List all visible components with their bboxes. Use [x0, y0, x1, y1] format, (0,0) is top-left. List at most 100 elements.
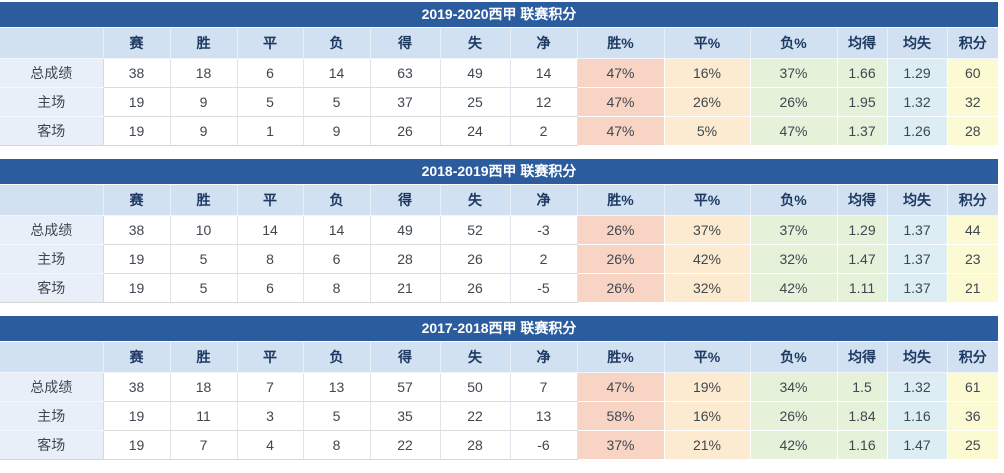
- col-wins: 胜: [170, 28, 238, 59]
- stat-cell: 10: [170, 215, 238, 245]
- stat-cell: 49: [370, 215, 441, 245]
- stat-cell: 37%: [750, 58, 838, 88]
- stat-cell: 14: [510, 58, 578, 88]
- stat-cell: -5: [510, 273, 578, 303]
- stat-cell: 25: [440, 87, 511, 117]
- col-wins: 胜: [170, 342, 238, 373]
- stat-cell: 47%: [750, 116, 838, 146]
- stat-cell: 8: [303, 273, 371, 303]
- stat-cell: 35: [370, 401, 441, 431]
- stat-cell: 6: [303, 244, 371, 274]
- row-home: 主场 19 9 5 5 37 25 12 47% 26% 26% 1.95 1.32 32: [0, 87, 998, 117]
- row-label-header: [0, 28, 104, 59]
- col-goal-diff: 净: [510, 28, 578, 59]
- stat-cell: 19: [103, 87, 171, 117]
- stat-cell: 5%: [664, 116, 751, 146]
- stat-cell: 2: [510, 116, 578, 146]
- row-home: 主场 19 5 8 6 28 26 2 26% 42% 32% 1.47 1.37 23: [0, 244, 998, 274]
- col-loss-pct: 负%: [750, 185, 838, 216]
- stat-cell: 3: [237, 401, 304, 431]
- col-goal-diff: 净: [510, 342, 578, 373]
- stat-cell: 28: [370, 244, 441, 274]
- stat-cell: 19%: [664, 372, 751, 402]
- stat-cell: 13: [303, 372, 371, 402]
- table-title-bar: 2019-2020西甲 联赛积分: [0, 2, 998, 27]
- stat-cell: 26: [440, 273, 511, 303]
- stat-cell: 1.29: [887, 58, 948, 88]
- stat-cell: 21: [370, 273, 441, 303]
- stat-cell: 21%: [664, 430, 751, 460]
- stat-cell: 26%: [577, 215, 665, 245]
- col-draws: 平: [237, 342, 304, 373]
- row-label: 主场: [0, 244, 104, 274]
- stat-cell: 37: [370, 87, 441, 117]
- season-table-0: 2019-2020西甲 联赛积分赛胜平负得失净胜% 平% 负% 均得 均失 积分 总成绩 38…: [0, 2, 998, 146]
- stat-cell: 7: [237, 372, 304, 402]
- stat-cell: 16%: [664, 401, 751, 431]
- stat-cell: 25: [947, 430, 998, 460]
- stat-cell: 22: [440, 401, 511, 431]
- col-goal-diff: 净: [510, 185, 578, 216]
- stats-table: 赛胜平负得失净胜% 平% 负% 均得 均失 积分 总成绩 38 10 14 14 49 52 -3 26% 3…: [0, 185, 998, 303]
- stat-cell: 14: [237, 215, 304, 245]
- row-label: 主场: [0, 87, 104, 117]
- stat-cell: 1.26: [887, 116, 948, 146]
- table-title-bar: 2017-2018西甲 联赛积分: [0, 316, 998, 341]
- stat-cell: 1.66: [837, 58, 888, 88]
- stat-cell: 47%: [577, 58, 665, 88]
- stat-cell: 6: [237, 58, 304, 88]
- row-total: 总成绩 38 10 14 14 49 52 -3 26% 37% 37% 1.29 1.37 44: [0, 215, 998, 245]
- stat-cell: 1.16: [887, 401, 948, 431]
- stat-cell: 1.11: [837, 273, 888, 303]
- stat-cell: 38: [103, 58, 171, 88]
- stat-cell: 22: [370, 430, 441, 460]
- stat-cell: 14: [303, 215, 371, 245]
- stat-cell: 19: [103, 401, 171, 431]
- stat-cell: 5: [237, 87, 304, 117]
- stat-cell: 26: [370, 116, 441, 146]
- stat-cell: 16%: [664, 58, 751, 88]
- stat-cell: 19: [103, 116, 171, 146]
- col-points: 积分: [947, 28, 998, 59]
- col-draw-pct: 平%: [664, 185, 751, 216]
- stat-cell: 12: [510, 87, 578, 117]
- stat-cell: 60: [947, 58, 998, 88]
- col-avg-against: 均失: [887, 28, 948, 59]
- table-head: 赛胜平负得失净胜% 平% 负% 均得 均失 积分: [0, 342, 998, 373]
- table-body: 总成绩 38 10 14 14 49 52 -3 26% 37% 37% 1.29 1.37 44 主场 19…: [0, 215, 998, 303]
- stat-cell: 36: [947, 401, 998, 431]
- stat-cell: 11: [170, 401, 238, 431]
- stat-cell: 1.32: [887, 372, 948, 402]
- stat-cell: 32: [947, 87, 998, 117]
- col-goals-against: 失: [440, 185, 511, 216]
- col-win-pct: 胜%: [577, 28, 665, 59]
- season-table-2: 2017-2018西甲 联赛积分赛胜平负得失净胜% 平% 负% 均得 均失 积分 总成绩 38…: [0, 316, 998, 460]
- stat-cell: 42%: [664, 244, 751, 274]
- col-win-pct: 胜%: [577, 185, 665, 216]
- stat-cell: 4: [237, 430, 304, 460]
- col-avg-for: 均得: [837, 342, 888, 373]
- stat-cell: -3: [510, 215, 578, 245]
- row-label: 主场: [0, 401, 104, 431]
- stat-cell: 5: [303, 87, 371, 117]
- stat-cell: 1.37: [837, 116, 888, 146]
- stat-cell: 1.47: [837, 244, 888, 274]
- row-label: 总成绩: [0, 58, 104, 88]
- stat-cell: 47%: [577, 87, 665, 117]
- stat-cell: 1.37: [887, 215, 948, 245]
- stat-cell: 42%: [750, 273, 838, 303]
- col-goals-against: 失: [440, 342, 511, 373]
- stat-cell: 37%: [577, 430, 665, 460]
- col-matches: 赛: [103, 342, 171, 373]
- stat-cell: 57: [370, 372, 441, 402]
- stat-cell: 63: [370, 58, 441, 88]
- stat-cell: 58%: [577, 401, 665, 431]
- header-row: 赛胜平负得失净胜% 平% 负% 均得 均失 积分: [0, 342, 998, 373]
- row-total: 总成绩 38 18 6 14 63 49 14 47% 16% 37% 1.66 1.29 60: [0, 58, 998, 88]
- stat-cell: 19: [103, 430, 171, 460]
- row-total: 总成绩 38 18 7 13 57 50 7 47% 19% 34% 1.5 1.32 61: [0, 372, 998, 402]
- row-label: 客场: [0, 430, 104, 460]
- row-label: 客场: [0, 273, 104, 303]
- col-goals-for: 得: [370, 185, 441, 216]
- row-label: 总成绩: [0, 372, 104, 402]
